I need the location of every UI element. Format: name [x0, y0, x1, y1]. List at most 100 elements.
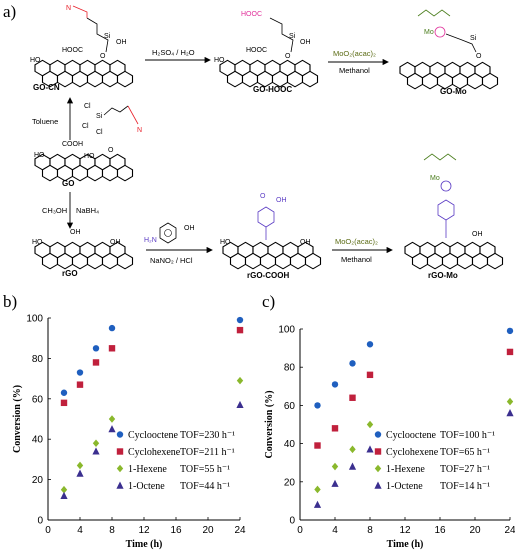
y-axis-title: Conversion (%) — [12, 385, 23, 453]
data-point-circle — [108, 324, 116, 332]
y-tick-label: 0 — [37, 516, 43, 527]
panel-label: b) — [3, 292, 17, 311]
go-cooh: COOH — [62, 141, 83, 148]
x-tick-label: 0 — [45, 525, 51, 536]
reagent-si: Si — [96, 113, 103, 120]
y-tick-label: 0 — [289, 516, 295, 527]
data-point-circle — [60, 389, 68, 396]
data-point-square — [331, 425, 339, 432]
rgo-cooh-ho: HO — [220, 239, 231, 246]
go-label: GO — [62, 179, 74, 188]
rgo-cooh-acid-oh: OH — [276, 197, 287, 204]
data-point-diamond — [108, 415, 116, 423]
data-point-square — [236, 326, 244, 334]
reagent-cl-2: Cl — [82, 123, 89, 130]
reagent-nabh4: NaBH₄ — [76, 206, 99, 215]
legend-tof: TOF=44 h⁻¹ — [180, 481, 230, 492]
panel-label: c) — [262, 292, 275, 311]
x-tick-label: 24 — [234, 525, 246, 536]
data-point-diamond — [366, 420, 374, 429]
legend-marker — [374, 448, 382, 455]
legend-series-name: 1-Octene — [128, 481, 165, 492]
reagent-methanol-reduction: CH₃OH — [42, 206, 67, 215]
go-o: O — [108, 147, 114, 154]
data-point-diamond — [506, 397, 514, 406]
legend-series-name: Cyclohexene — [128, 447, 181, 458]
go-mo-structure: Mo Si O GO-Mo — [399, 9, 499, 96]
legend-marker — [116, 481, 124, 489]
rgo-oh-1: OH — [70, 229, 81, 236]
go-hooc-pink-acid: HOOC — [241, 11, 262, 18]
rgo-mo-structure: Mo OH rGO-Mo — [404, 153, 504, 280]
legend-marker — [374, 431, 382, 438]
rgo-cooh-acid-o: O — [260, 193, 266, 200]
go-hooc-o: O — [285, 53, 291, 60]
legend-series-name: 1-Octene — [386, 481, 423, 492]
rgo-cooh-oh: OH — [300, 239, 311, 246]
y-axis-title: Conversion (%) — [264, 390, 275, 458]
go-ho: HO — [34, 152, 45, 159]
aminobenzoic-acid: H₂N OH — [144, 222, 195, 244]
data-point-circle — [331, 381, 339, 388]
x-tick-label: 16 — [434, 525, 446, 536]
go-cn-label: GO-CN — [33, 83, 60, 92]
go-mo-label: GO-Mo — [440, 87, 467, 96]
data-point-circle — [506, 327, 514, 335]
data-point-diamond — [76, 461, 84, 470]
go-cn-hooc: HOOC — [62, 47, 83, 54]
legend-marker — [374, 481, 382, 489]
chart-b: b) 0 20 40 60 80 100 0 4 8 12 16 20 24 Time (h) Convers… — [3, 292, 246, 550]
reagent-toluene: Toluene — [32, 117, 58, 126]
rgo-cooh-structure: O OH HO OH rGO-COOH — [220, 193, 322, 280]
y-tick-label: 60 — [32, 394, 44, 405]
rgo-mo-label: rGO-Mo — [428, 271, 458, 280]
go-mo-o: O — [476, 53, 482, 60]
data-point-circle — [92, 345, 100, 352]
x-tick-label: 4 — [332, 525, 338, 536]
x-tick-label: 20 — [469, 525, 481, 536]
x-tick-label: 0 — [297, 525, 303, 536]
legend-marker — [116, 431, 124, 438]
x-tick-label: 8 — [367, 525, 373, 536]
go-mo-si: Si — [470, 35, 477, 42]
rgo-label: rGO — [62, 269, 78, 278]
data-point-square — [92, 359, 100, 366]
data-point-triangle — [348, 462, 357, 470]
go-ho-2: HO — [84, 153, 95, 160]
reagent-cl-1: Cl — [84, 103, 91, 110]
data-point-diamond — [60, 485, 68, 494]
rgo-mo-oh: OH — [472, 231, 483, 238]
go-cn-ho: HO — [30, 57, 41, 64]
data-point-square — [349, 394, 356, 401]
legend-tof: TOF=230 h⁻¹ — [180, 430, 235, 441]
data-point-circle — [314, 402, 321, 409]
data-point-triangle — [236, 400, 244, 409]
reagent-methanol-top: Methanol — [339, 66, 370, 75]
legend-series-name: 1-Hexene — [128, 464, 167, 475]
data-point-triangle — [60, 491, 68, 499]
data-point-diamond — [331, 462, 339, 471]
data-point-diamond — [349, 445, 356, 454]
reagent-mo-bottom: MoO₂(acac)₂ — [335, 237, 378, 246]
go-hooc-label: GO-HOOC — [253, 85, 292, 94]
data-point-diamond — [236, 376, 244, 385]
rgo-oh-2: OH — [110, 239, 121, 246]
x-tick-label: 24 — [504, 525, 515, 536]
trichlorosilane-reagent: Si Cl Cl Cl N — [82, 103, 142, 136]
go-structure: HO COOH HO O GO — [34, 141, 134, 188]
go-hooc-oh: OH — [300, 39, 311, 46]
x-tick-label: 12 — [399, 525, 411, 536]
chart-c: c) 0 20 40 60 80 100 0 4 8 12 16 20 24 Time (h) Convers… — [262, 292, 515, 550]
legend-tof: TOF=55 h⁻¹ — [180, 464, 230, 475]
data-point-circle — [349, 360, 356, 367]
go-hooc-hooc: HOOC — [246, 47, 267, 54]
data-point-triangle — [313, 500, 322, 508]
reagent-cl-3: Cl — [96, 129, 103, 136]
legend-marker — [116, 464, 124, 473]
y-tick-label: 40 — [284, 439, 296, 450]
rgo-structure: HO OH OH rGO — [32, 229, 134, 278]
data-point-diamond — [314, 485, 321, 494]
legend-tof: TOF=27 h⁻¹ — [440, 464, 490, 475]
y-tick-label: 60 — [284, 401, 296, 412]
data-point-square — [366, 371, 374, 379]
